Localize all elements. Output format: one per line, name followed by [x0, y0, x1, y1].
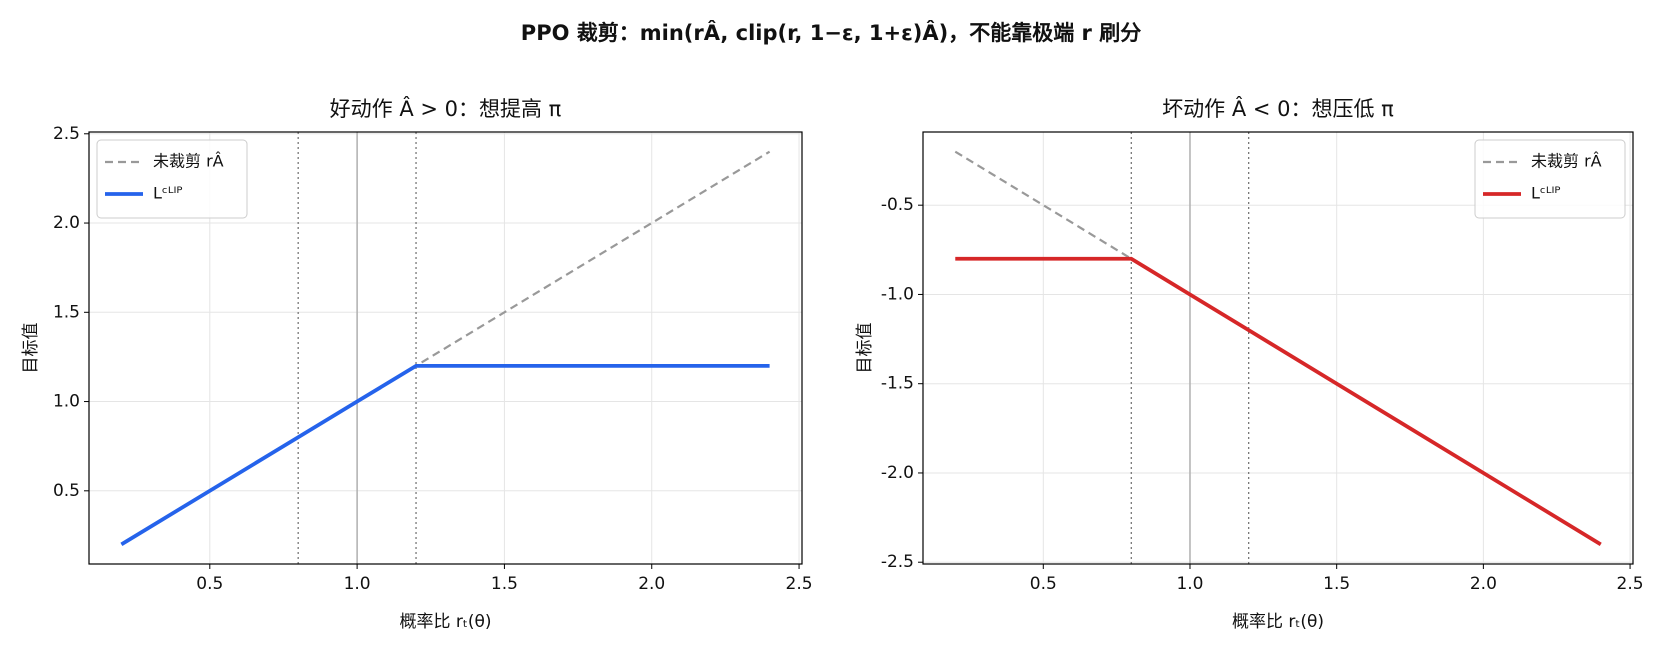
- x-tick-label: 2.5: [786, 574, 813, 594]
- x-tick-label: 1.0: [344, 574, 371, 594]
- legend-label: 未裁剪 rÂ: [153, 152, 224, 171]
- series-line: [120, 363, 770, 546]
- y-tick-label: -1.0: [881, 284, 914, 304]
- x-tick-label: 1.5: [1323, 574, 1350, 594]
- axes-frame: [88, 131, 803, 565]
- series-line: [955, 256, 1602, 546]
- x-tick-label: 1.0: [1176, 574, 1203, 594]
- subplot-title: 坏动作 Â < 0：想压低 π: [1162, 96, 1394, 121]
- y-axis-label: 目标值: [21, 323, 41, 374]
- y-axis-label: 目标值: [855, 323, 875, 374]
- y-tick-label: 2.0: [53, 213, 80, 233]
- y-tick-label: 0.5: [53, 481, 80, 501]
- x-tick-label: 0.5: [1030, 574, 1057, 594]
- x-tick-label: 2.5: [1617, 574, 1644, 594]
- y-tick-label: -2.0: [881, 463, 914, 483]
- y-tick-label: -0.5: [881, 195, 914, 215]
- legend-box: [1474, 139, 1626, 219]
- y-tick-label: 1.5: [53, 302, 80, 322]
- legend-label: Lᶜᴸᴵᴾ: [153, 184, 183, 203]
- x-tick-label: 2.0: [638, 574, 665, 594]
- legend-box: [96, 139, 248, 219]
- x-axis-label: 概率比 rₜ(θ): [1232, 612, 1324, 632]
- legend-label: 未裁剪 rÂ: [1531, 152, 1602, 171]
- y-tick-label: -1.5: [881, 374, 914, 394]
- axes-frame: [922, 131, 1634, 565]
- subplot: 好动作 Â > 0：想提高 π 概率比 rₜ(θ) 目标值 0.5 1.0 1.5 2.0 2…: [21, 96, 813, 632]
- x-tick-label: 1.5: [491, 574, 518, 594]
- y-tick-label: 1.0: [53, 392, 80, 412]
- subplot-title: 好动作 Â > 0：想提高 π: [330, 96, 562, 121]
- figure-title: PPO 裁剪：min(rÂ, clip(r, 1−ε, 1+ε)Â)，不能靠极端…: [521, 20, 1141, 45]
- y-tick-label: 2.5: [53, 124, 80, 144]
- y-tick-label: -2.5: [881, 552, 914, 572]
- legend-label: Lᶜᴸᴵᴾ: [1531, 184, 1561, 203]
- x-tick-label: 2.0: [1470, 574, 1497, 594]
- x-tick-label: 0.5: [196, 574, 223, 594]
- subplot: 坏动作 Â < 0：想压低 π 概率比 rₜ(θ) 目标值 0.5 1.0 1.5 2.0 2…: [855, 96, 1644, 632]
- x-axis-label: 概率比 rₜ(θ): [399, 612, 491, 632]
